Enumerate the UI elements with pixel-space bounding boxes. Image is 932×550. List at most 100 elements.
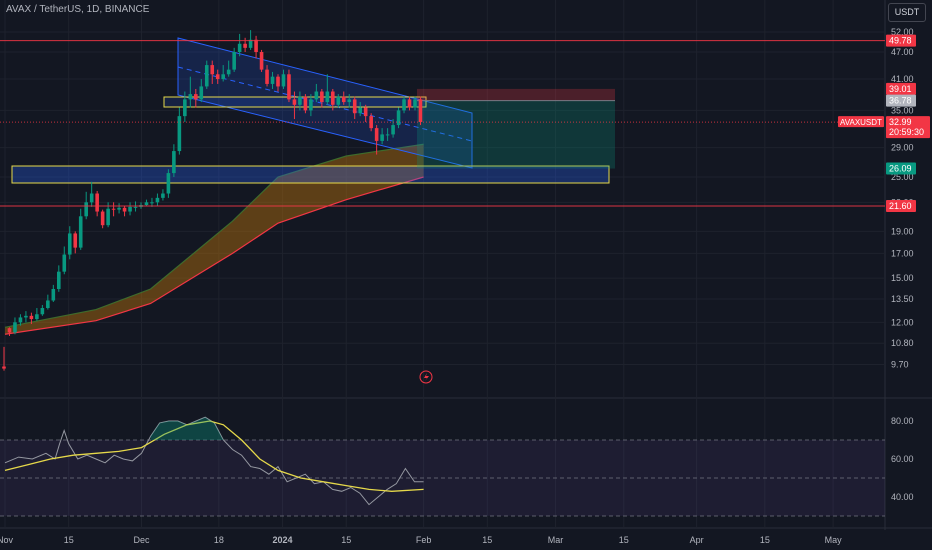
candle-body: [265, 69, 269, 84]
candle-body: [166, 173, 171, 194]
candle-body: [100, 211, 105, 226]
candle-body: [150, 202, 154, 204]
lightning-icon[interactable]: [419, 370, 433, 384]
time-tick-label: Feb: [416, 535, 432, 545]
price-tick-label: 52.00: [891, 27, 914, 37]
price-tick-label: 15.00: [891, 273, 914, 283]
ema-slow-line: [4, 176, 424, 335]
channel-midline: [177, 66, 473, 142]
candle-body: [29, 315, 34, 320]
candle-body: [363, 107, 368, 117]
price-label-box: [886, 34, 916, 47]
candle-body: [106, 208, 110, 226]
candle-body: [40, 308, 45, 315]
stop-loss-zone: [417, 88, 615, 101]
price-tick-label: 17.00: [891, 248, 914, 258]
time-tick-label: Dec: [133, 535, 150, 545]
candle-body: [67, 233, 72, 255]
price-label-box: [886, 94, 916, 107]
candle-body: [391, 125, 395, 135]
candle-body: [122, 207, 127, 212]
candle-body: [18, 317, 23, 323]
rsi-tick-label: 60.00: [891, 454, 914, 464]
candle-body: [270, 76, 275, 84]
candle-body: [352, 99, 357, 114]
candle-body: [374, 128, 379, 141]
candle-body: [226, 69, 231, 75]
candle-body: [287, 74, 291, 100]
candle-body: [24, 315, 28, 318]
candle-body: [396, 110, 401, 126]
candle-body: [309, 99, 313, 111]
price-tick-label: 29.00: [891, 143, 914, 153]
candle-body: [303, 96, 308, 111]
candle-body: [237, 43, 242, 53]
time-tick-label: 15: [619, 535, 629, 545]
chart-drawings: [11, 37, 615, 184]
support-zone: [11, 165, 610, 184]
candle-body: [232, 52, 236, 70]
price-tick-label: 13.50: [891, 294, 914, 304]
time-tick-label: 15: [760, 535, 770, 545]
candle-body: [243, 43, 247, 48]
candle-body: [418, 99, 423, 123]
candle-body: [117, 207, 121, 210]
price-tick-label: 19.00: [891, 226, 914, 236]
price-tick-label: 9.70: [891, 359, 909, 369]
candle-body: [133, 206, 138, 208]
chart-title: AVAX / TetherUS, 1D, BINANCE: [6, 4, 150, 15]
candle-body: [13, 322, 17, 333]
candle-body: [292, 99, 297, 105]
candle-body: [276, 76, 280, 87]
candle-body: [347, 99, 352, 103]
take-profit-zone: [417, 100, 615, 169]
last-price-text: 32.99: [889, 117, 912, 127]
rsi-overbought-fill: [150, 417, 233, 440]
candle-body: [194, 94, 198, 100]
descending-channel: [177, 37, 473, 169]
candle-body: [57, 271, 61, 290]
countdown-text: 20:59:30: [889, 127, 924, 137]
price-label-text: 36.78: [889, 96, 912, 106]
candle-body: [161, 193, 165, 198]
candle-body: [89, 193, 94, 203]
price-label-text: 21.60: [889, 201, 912, 211]
price-labels: 49.78 39.01 36.78 26.09 21.60 AVAXUSDT 32.9920…: [838, 34, 930, 212]
candle-body: [183, 99, 187, 117]
candle-body: [320, 91, 324, 103]
candle-body: [254, 39, 258, 53]
symbol-label-text: AVAXUSDT: [840, 118, 882, 127]
price-label-text: 26.09: [889, 164, 912, 174]
candle-body: [407, 99, 412, 108]
candle-body: [215, 74, 220, 80]
candle-body: [358, 107, 362, 114]
price-label-text: 39.01: [889, 84, 912, 94]
candle-body: [221, 74, 225, 80]
candle-body: [177, 116, 182, 152]
currency-button[interactable]: USDT: [888, 3, 926, 22]
candle-body: [210, 65, 215, 75]
candle-body: [385, 134, 390, 136]
price-label-text: 49.78: [889, 36, 912, 46]
candle-body: [111, 208, 116, 210]
time-tick-label: Apr: [690, 535, 704, 545]
rsi-panel: [0, 416, 885, 517]
candle-body: [35, 314, 39, 320]
candle-body: [259, 52, 264, 70]
time-tick-label: 15: [482, 535, 492, 545]
symbol-label-box: [838, 116, 884, 128]
candle-body: [314, 91, 319, 100]
rsi-tick-label: 80.00: [891, 416, 914, 426]
price-label-box: [886, 82, 916, 95]
candle-body: [341, 96, 346, 103]
candle-body: [325, 91, 330, 103]
price-tick-label: 41.00: [891, 74, 914, 84]
candle-body: [248, 39, 253, 48]
price-label-box: [886, 162, 916, 175]
candle-body: [188, 94, 193, 100]
price-axis: 52.0047.0041.0035.0029.0025.0022.0019.00…: [891, 27, 914, 502]
candle-body: [95, 193, 99, 212]
candle-body: [2, 366, 6, 369]
price-tick-label: 35.00: [891, 105, 914, 115]
